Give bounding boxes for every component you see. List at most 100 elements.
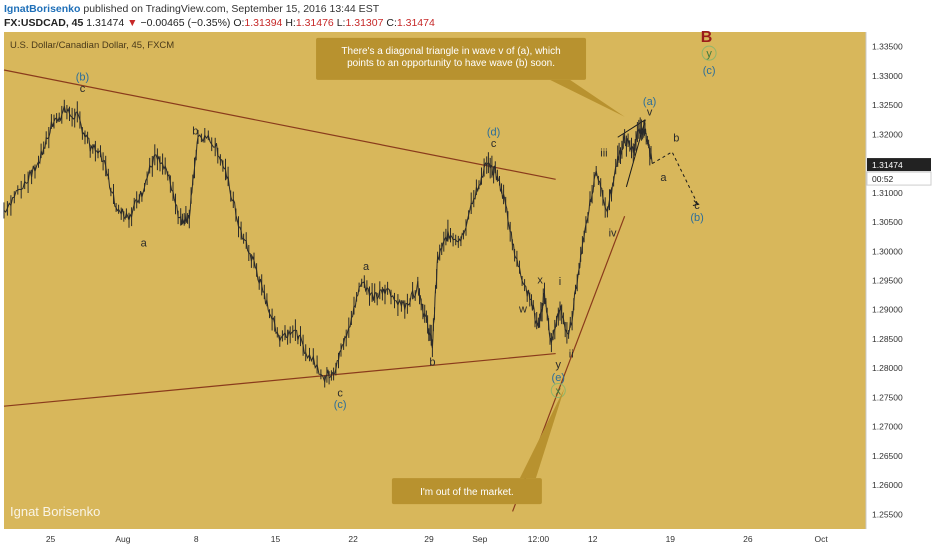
price-tick-label: 1.29500 xyxy=(872,276,903,286)
time-tick-label: 25 xyxy=(46,534,56,544)
change-arrow-icon: ▼ xyxy=(127,17,138,29)
time-tick-label: 26 xyxy=(743,534,753,544)
time-tick-label: 22 xyxy=(348,534,358,544)
last-price: 1.31474 xyxy=(86,17,125,29)
last-price-tag xyxy=(867,158,931,172)
price-tick-label: 1.29000 xyxy=(872,305,903,315)
projection-line xyxy=(651,151,699,205)
price-tick-label: 1.33000 xyxy=(872,71,903,81)
time-tick-label: Sep xyxy=(472,534,487,544)
wave-label: b xyxy=(429,356,435,368)
time-tick-label: 12 xyxy=(588,534,598,544)
wave-label: x xyxy=(537,274,543,286)
projection-arrowhead-icon xyxy=(692,200,699,206)
price-series xyxy=(3,99,653,388)
last-price-tag-text: 1.31474 xyxy=(872,160,903,170)
wave-label: (c) xyxy=(703,65,716,77)
time-tick-label: 8 xyxy=(194,534,199,544)
time-axis[interactable] xyxy=(4,529,866,550)
price-tick-label: 1.32500 xyxy=(872,100,903,110)
callout-text: I'm out of the market. xyxy=(420,487,514,498)
time-tick-label: Aug xyxy=(115,534,130,544)
wave-label-circle xyxy=(701,45,717,61)
wave-label: c xyxy=(80,83,86,95)
low-label: L: xyxy=(336,17,346,29)
open-value: 1.31394 xyxy=(244,17,283,29)
time-tick-label: 12:00 xyxy=(528,534,550,544)
open-label: O: xyxy=(233,17,245,29)
price-tick-label: 1.26000 xyxy=(872,480,903,490)
price-tick-label: 1.25500 xyxy=(872,509,903,519)
wave-label: c xyxy=(694,200,700,212)
price-tick-label: 1.28000 xyxy=(872,363,903,373)
price-line xyxy=(3,105,653,384)
price-tick-label: 1.30500 xyxy=(872,217,903,227)
close-value: 1.31474 xyxy=(396,17,435,29)
callout-text: points to an opportunity to have wave (b… xyxy=(347,58,555,69)
price-ticks: 1.335001.330001.325001.320001.315001.310… xyxy=(872,42,903,520)
low-value: 1.31307 xyxy=(345,17,384,29)
price-tick-label: 1.33500 xyxy=(872,42,903,52)
wave-label: y xyxy=(706,48,712,60)
wave-label: b xyxy=(673,132,679,144)
wave-label: iii xyxy=(600,148,607,160)
close-label: C: xyxy=(386,17,397,29)
callout-text: There's a diagonal triangle in wave v of… xyxy=(341,46,560,57)
diagonal-triangle-upper xyxy=(617,119,646,138)
wave-label: (b) xyxy=(76,72,89,84)
time-tick-label: 29 xyxy=(424,534,434,544)
price-tick-label: 1.27500 xyxy=(872,392,903,402)
wave-label: v xyxy=(647,107,653,119)
symbol-label: FX:USDCAD, 45 xyxy=(4,17,84,29)
wave-label: B xyxy=(701,29,713,46)
projection-path xyxy=(651,151,699,206)
wave-label: (e) xyxy=(552,372,565,384)
wave-label: (d) xyxy=(487,126,500,138)
wave-label: a xyxy=(363,261,370,273)
price-tick-label: 1.28500 xyxy=(872,334,903,344)
wave-label: a xyxy=(141,238,148,250)
high-value: 1.31476 xyxy=(295,17,334,29)
price-axis[interactable] xyxy=(866,32,932,529)
wave-label: y xyxy=(556,359,562,371)
published-text: published on TradingView.com, September … xyxy=(83,3,380,15)
time-tick-label: 19 xyxy=(666,534,676,544)
price-tick-label: 1.30000 xyxy=(872,246,903,256)
high-label: H: xyxy=(285,17,296,29)
time-tick-label: Oct xyxy=(815,534,829,544)
wave-label: (c) xyxy=(334,399,347,411)
upper-triangle-line xyxy=(3,69,556,180)
watermark-text: Ignat Borisenko xyxy=(10,504,100,519)
wave-labels: (b)cbaabc(c)(d)cxwiiiy(e)iiiiv(a)vbac(b)… xyxy=(76,29,717,411)
lower-triangle-line xyxy=(3,352,556,407)
wave-label: ii xyxy=(569,349,574,361)
time-ticks: 25 Aug 8 15 22 29 Sep 12:00 12 19 26 Oct xyxy=(46,534,829,544)
countdown-tag xyxy=(866,171,932,186)
price-tick-label: 1.31000 xyxy=(872,188,903,198)
ohlc-header: FX:USDCAD, 45 1.31474 ▼ −0.00465 (−0.35%… xyxy=(4,17,435,29)
price-tags: 1.31474 00:52 xyxy=(866,158,932,186)
change-value: −0.00465 (−0.35%) xyxy=(140,17,231,29)
plot-background xyxy=(4,32,866,529)
price-tick-label: 1.26500 xyxy=(872,451,903,461)
publish-header: IgnatBorisenko published on TradingView.… xyxy=(4,3,379,15)
price-tick-label: 1.32000 xyxy=(872,129,903,139)
author-link[interactable]: IgnatBorisenko xyxy=(4,3,81,15)
chart-title: U.S. Dollar/Canadian Dollar, 45, FXCM xyxy=(10,40,174,51)
price-tick-label: 1.27000 xyxy=(872,422,903,432)
callout-box xyxy=(391,478,542,505)
callout-pointer xyxy=(550,79,625,117)
wave-label: (b) xyxy=(690,212,703,224)
callout-box xyxy=(316,37,587,80)
wave-label: w xyxy=(518,304,527,316)
wave-label: iv xyxy=(609,228,617,240)
wave-label: c xyxy=(491,138,497,150)
wave-label: i xyxy=(559,276,561,288)
wave-label: a xyxy=(660,172,667,184)
wave-label: c xyxy=(337,387,343,399)
wave-label: b xyxy=(192,125,198,137)
countdown-tag-text: 00:52 xyxy=(872,174,894,184)
callouts: There's a diagonal triangle in wave v of… xyxy=(316,37,625,505)
